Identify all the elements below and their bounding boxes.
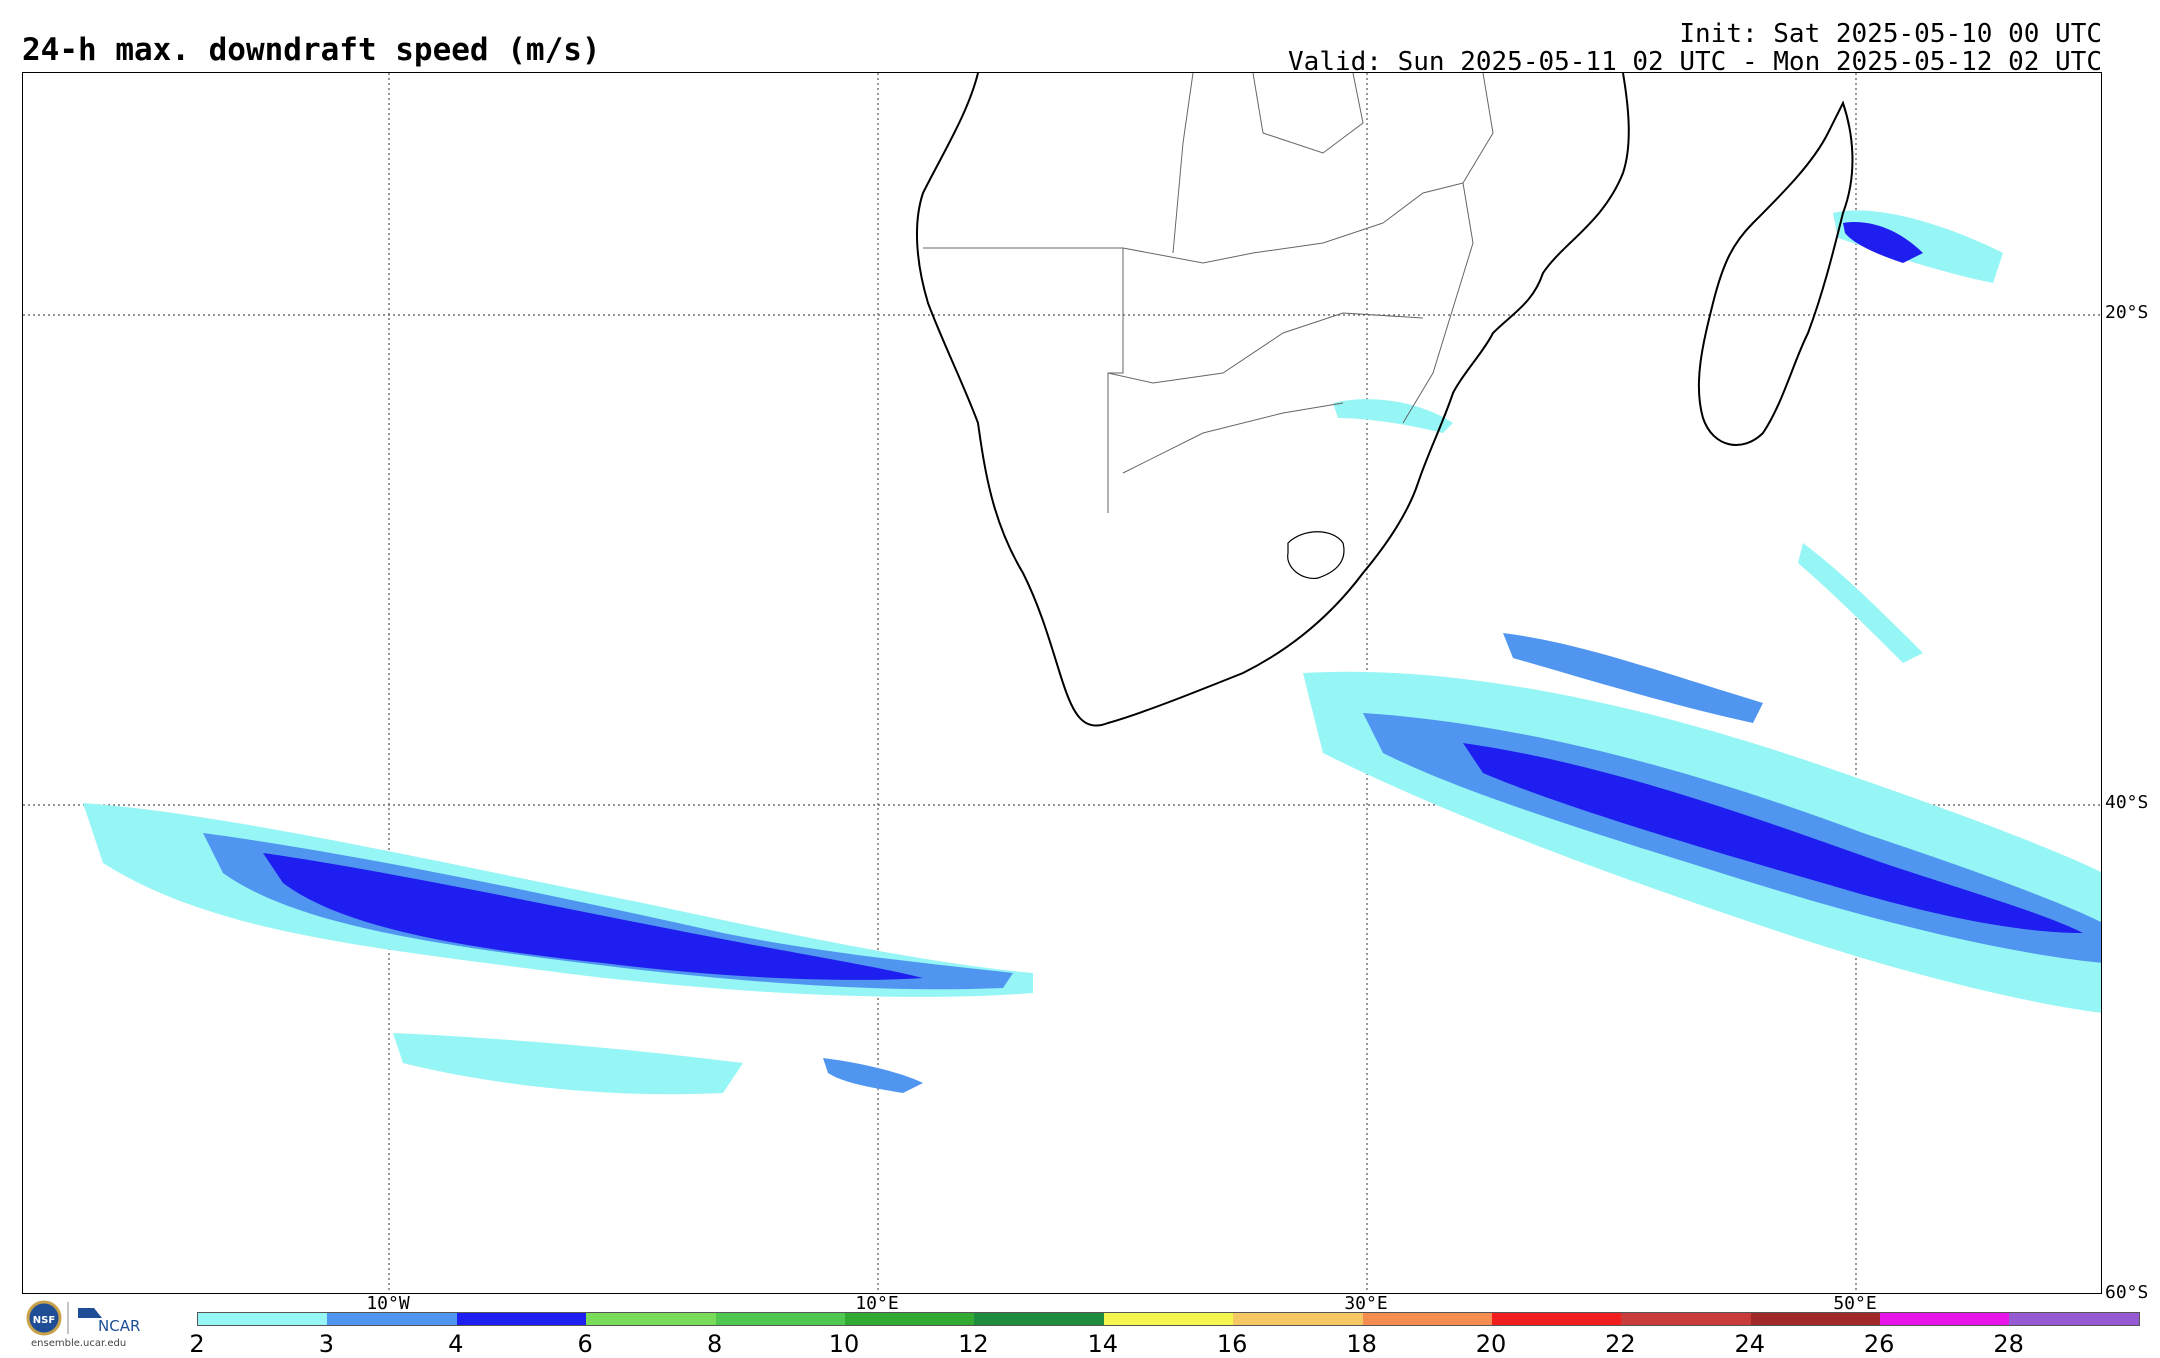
ncar-logo-text: NCAR [98, 1317, 140, 1335]
nsf-logo-text: NSF [33, 1315, 55, 1326]
lon-label-10e: 10°E [855, 1293, 899, 1314]
colorbar-tick-label: 10 [828, 1330, 860, 1358]
map-svg [23, 73, 2101, 1293]
colorbar-segment [327, 1313, 457, 1325]
lon-label-50e: 50°E [1833, 1293, 1877, 1314]
colorbar-segment [456, 1313, 587, 1325]
colorbar-segment [1362, 1313, 1492, 1325]
country-borders [923, 73, 1494, 513]
colorbar-tick-label: 8 [706, 1330, 723, 1358]
africa-coast [916, 73, 1630, 727]
colorbar-tick-label: 2 [189, 1330, 205, 1358]
downdraft-band-west [83, 803, 1033, 1095]
lon-label-10w: 10°W [366, 1293, 410, 1314]
lat-label-20s: 20°S [2105, 302, 2149, 323]
colorbar-tick-label: 4 [448, 1330, 464, 1358]
downdraft-band-east [1303, 210, 2101, 1013]
colorbar-tick-label: 14 [1087, 1330, 1119, 1358]
lat-label-40s: 40°S [2105, 792, 2149, 813]
colorbar-segment [1103, 1313, 1234, 1325]
map-panel [22, 72, 2102, 1294]
colorbar [197, 1312, 2140, 1326]
colorbar-segment [1491, 1313, 1622, 1325]
logo-url: ensemble.ucar.edu [31, 1338, 127, 1349]
valid-time: Valid: Sun 2025-05-11 02 UTC - Mon 2025-… [1288, 47, 2102, 77]
colorbar-segment [586, 1313, 716, 1325]
chart-title: 24-h max. downdraft speed (m/s) [22, 32, 601, 68]
lesotho-border [1287, 531, 1345, 580]
lon-label-30e: 30°E [1344, 1293, 1388, 1314]
colorbar-tick-label: 28 [1993, 1330, 2024, 1358]
colorbar-tick-label: 3 [318, 1330, 335, 1358]
colorbar-segment [1233, 1313, 1363, 1325]
colorbar-segment [1621, 1313, 1751, 1325]
colorbar-tick-label: 16 [1216, 1330, 1248, 1358]
colorbar-segment [974, 1313, 1104, 1325]
lat-label-60s: 60°S [2105, 1282, 2149, 1303]
colorbar-segment [715, 1313, 845, 1325]
init-time: Init: Sat 2025-05-10 00 UTC [1679, 19, 2102, 49]
colorbar-segment [844, 1313, 975, 1325]
colorbar-tick-label: 18 [1346, 1330, 1377, 1358]
colorbar-tick-label: 22 [1605, 1330, 1636, 1358]
valid-time-header: Init: Sat 2025-05-10 00 UTC Valid: Sun 2… [1288, 20, 2102, 76]
nsf-ncar-logo: NSF NCAR [26, 1300, 140, 1336]
colorbar-tick-label: 26 [1863, 1330, 1895, 1358]
colorbar-segment [1880, 1313, 2010, 1325]
madagascar-coast [1697, 100, 1854, 446]
colorbar-tick-label: 20 [1475, 1330, 1507, 1358]
colorbar-segment [198, 1313, 328, 1325]
colorbar-tick-label: 12 [958, 1330, 989, 1358]
colorbar-tick-label: 6 [577, 1330, 593, 1358]
colorbar-tick-label: 24 [1734, 1330, 1766, 1358]
colorbar-segment [2009, 1313, 2139, 1325]
coastlines [916, 73, 1854, 727]
colorbar-segment [1750, 1313, 1881, 1325]
